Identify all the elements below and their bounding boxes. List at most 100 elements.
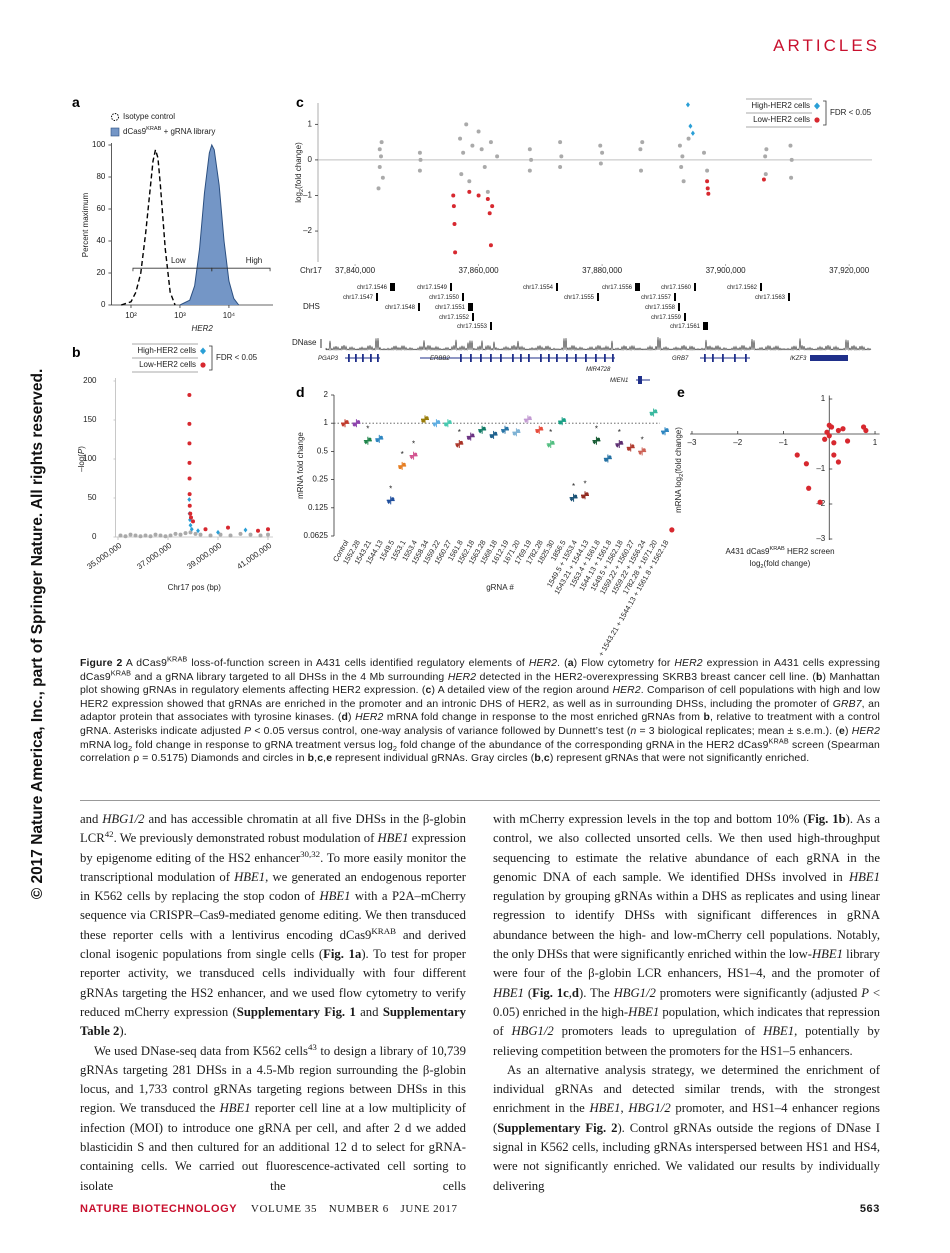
y-tick-label: 2 bbox=[324, 390, 329, 399]
exon bbox=[512, 354, 514, 362]
text-run: Fig. 1b bbox=[807, 812, 846, 826]
point bbox=[788, 143, 793, 148]
text-run: 35,000,000 bbox=[85, 541, 123, 572]
point bbox=[377, 147, 382, 152]
point bbox=[598, 161, 603, 166]
legend-marker bbox=[814, 102, 820, 110]
point bbox=[828, 424, 835, 430]
journal-name: NATURE BIOTECHNOLOGY bbox=[80, 1203, 238, 1215]
point bbox=[803, 461, 809, 467]
point bbox=[600, 150, 605, 155]
text-run: mRNA fold change bbox=[296, 432, 305, 499]
text-run: 2 bbox=[392, 743, 398, 753]
text-run: HBE1 bbox=[319, 889, 351, 904]
text-run: 60 bbox=[96, 204, 105, 213]
point bbox=[377, 165, 382, 170]
x-tick-label: –3 bbox=[688, 438, 697, 447]
exon bbox=[810, 355, 848, 361]
text-run: * bbox=[583, 479, 586, 488]
text-run: 37,840,000 bbox=[335, 266, 376, 275]
point bbox=[375, 438, 379, 443]
dhs-label: chr17.1562 bbox=[727, 285, 758, 291]
y-tick-label: 50 bbox=[88, 493, 97, 502]
point bbox=[482, 426, 486, 430]
track-label: DNase bbox=[292, 338, 317, 347]
text-run: 50 bbox=[88, 493, 97, 502]
text-run: HBE1 bbox=[628, 1004, 660, 1019]
point bbox=[638, 147, 643, 152]
point bbox=[459, 440, 463, 445]
point bbox=[488, 140, 493, 145]
legend-label: High-HER2 cells bbox=[751, 101, 810, 110]
point bbox=[417, 150, 422, 155]
text-run: c bbox=[317, 753, 324, 765]
point bbox=[489, 434, 494, 439]
dhs-label: chr17.1551 bbox=[435, 305, 466, 311]
point bbox=[840, 426, 846, 432]
point bbox=[356, 420, 361, 424]
text-run: 150 bbox=[83, 415, 97, 424]
text-run: chr17.1551 bbox=[435, 305, 466, 311]
point bbox=[685, 102, 690, 108]
point bbox=[831, 440, 837, 446]
legend-marker bbox=[814, 117, 820, 123]
legend-note: FDR < 0.05 bbox=[216, 353, 258, 362]
text-run: reporter cell line at a low multiplicity… bbox=[80, 1101, 466, 1193]
point bbox=[705, 179, 710, 184]
text-run: 0.25 bbox=[312, 475, 328, 484]
point bbox=[761, 177, 766, 182]
text-run: (fold change) bbox=[674, 427, 683, 474]
point bbox=[455, 443, 459, 448]
text-run: HBE1 bbox=[219, 1101, 251, 1116]
track-label: DHS bbox=[303, 302, 320, 311]
dhs-bar bbox=[556, 283, 558, 291]
text-run: n bbox=[630, 725, 637, 737]
legend-box bbox=[132, 343, 198, 373]
exon bbox=[470, 354, 472, 362]
y-tick-label: 0.0625 bbox=[304, 531, 329, 540]
point bbox=[677, 143, 682, 148]
text-run: * bbox=[572, 482, 575, 491]
point bbox=[467, 179, 472, 184]
dhs-bar bbox=[450, 283, 452, 291]
text-run: HER2 bbox=[192, 324, 214, 333]
point bbox=[558, 140, 563, 145]
text-run: e bbox=[839, 725, 845, 737]
exon bbox=[370, 354, 372, 362]
text-run: gRNA # bbox=[486, 583, 514, 592]
point bbox=[216, 529, 220, 535]
x-axis-label: A431 dCas9KRAB HER2 screen bbox=[725, 546, 834, 556]
point bbox=[187, 497, 192, 503]
exon bbox=[348, 354, 350, 362]
y-tick-label: 0 bbox=[308, 155, 313, 164]
point bbox=[467, 189, 472, 194]
text-run: FDR < 0.05 bbox=[216, 353, 258, 362]
y-tick-label: –3 bbox=[816, 534, 825, 543]
text-run: chr17.1562 bbox=[727, 285, 758, 291]
gate-label: Low bbox=[171, 256, 186, 265]
exon bbox=[704, 354, 706, 362]
point bbox=[189, 515, 193, 520]
y-tick-label: 60 bbox=[96, 204, 105, 213]
point bbox=[138, 534, 143, 539]
text-run: HER2 bbox=[355, 712, 384, 724]
dhs-bar bbox=[703, 322, 708, 330]
text-run: 80 bbox=[96, 172, 105, 181]
point bbox=[452, 221, 457, 226]
point bbox=[118, 533, 123, 538]
text-run: ). The bbox=[578, 985, 614, 1000]
legend-label: dCas9KRAB + gRNA library bbox=[123, 126, 215, 136]
paragraph: As an alternative analysis strategy, we … bbox=[493, 1061, 880, 1196]
y-axis-label: log2(fold change) bbox=[294, 142, 305, 203]
y-axis-label: mRNA fold change bbox=[296, 432, 305, 499]
text-run: log bbox=[750, 559, 761, 568]
panel-label: e bbox=[677, 384, 685, 400]
point bbox=[187, 393, 192, 398]
point bbox=[638, 450, 642, 456]
y-tick-label: 1 bbox=[821, 394, 826, 403]
text-run: d bbox=[341, 712, 349, 724]
point bbox=[592, 440, 597, 445]
text-run: library were four of the β-globin LCR en… bbox=[493, 947, 880, 981]
y-tick-label: 0.5 bbox=[317, 447, 329, 456]
